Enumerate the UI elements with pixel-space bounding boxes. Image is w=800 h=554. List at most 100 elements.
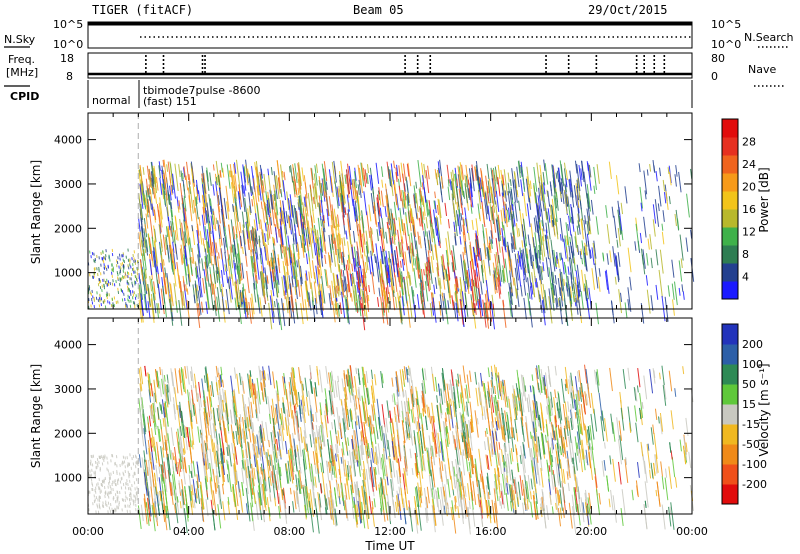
data-streak [288, 296, 293, 319]
data-streak [331, 210, 335, 229]
data-streak [216, 408, 220, 422]
data-streak [618, 420, 623, 441]
data-streak [209, 462, 213, 482]
data-streak [254, 261, 257, 273]
data-streak [276, 439, 279, 451]
data-streak [447, 505, 450, 515]
data-streak [501, 246, 506, 269]
data-streak [288, 216, 291, 231]
data-streak [276, 463, 279, 475]
data-streak [251, 431, 256, 456]
data-streak [659, 249, 664, 274]
data-streak [513, 171, 518, 195]
data-streak [377, 297, 380, 307]
data-streak [394, 415, 397, 423]
data-streak [335, 285, 338, 294]
data-streak [659, 167, 662, 177]
data-streak [417, 416, 421, 431]
data-streak [454, 233, 457, 246]
data-streak [264, 277, 268, 298]
data-streak [260, 201, 263, 209]
colorbar-swatch [722, 155, 738, 174]
data-streak [536, 365, 539, 380]
data-streak [470, 418, 473, 433]
data-streak [158, 210, 162, 233]
data-streak [147, 439, 152, 461]
data-streak [421, 182, 424, 190]
data-streak [163, 159, 168, 184]
data-streak [403, 366, 407, 380]
radar-title: TIGER (fitACF) [92, 3, 193, 17]
data-streak [398, 165, 402, 183]
data-streak [144, 294, 148, 313]
data-streak [431, 498, 437, 526]
data-streak [390, 208, 395, 235]
data-streak [300, 284, 305, 311]
data-streak [403, 467, 407, 487]
data-streak [391, 253, 394, 266]
data-streak [526, 503, 529, 511]
data-streak [671, 456, 676, 478]
data-streak [521, 240, 524, 248]
data-streak [506, 396, 509, 408]
data-streak [643, 375, 648, 400]
data-streak [604, 270, 609, 290]
data-streak [313, 281, 318, 304]
data-streak [200, 443, 205, 466]
data-streak [531, 438, 534, 448]
data-streak [201, 435, 206, 462]
data-streak [644, 190, 647, 200]
data-streak [399, 242, 403, 258]
data-streak [278, 433, 281, 441]
data-streak [359, 229, 364, 253]
data-streak [541, 412, 545, 428]
data-streak [300, 276, 303, 285]
data-streak [248, 428, 252, 443]
data-streak [300, 303, 304, 325]
data-streak [604, 442, 606, 449]
data-streak [215, 217, 218, 225]
data-streak [213, 442, 218, 468]
data-streak [495, 190, 500, 213]
data-streak [514, 253, 519, 281]
data-streak [437, 169, 439, 178]
data-streak [223, 420, 227, 444]
data-streak [252, 282, 257, 303]
data-streak [412, 216, 416, 236]
data-streak [562, 468, 566, 484]
data-streak [371, 507, 375, 527]
data-streak [493, 270, 497, 290]
data-streak [298, 367, 302, 384]
data-streak [565, 222, 570, 247]
data-streak [197, 303, 201, 317]
data-streak [670, 502, 675, 530]
data-streak [201, 214, 206, 241]
data-streak [414, 463, 418, 477]
data-streak [251, 226, 257, 254]
data-streak [556, 197, 559, 211]
data-streak [205, 476, 208, 490]
data-streak [264, 242, 269, 265]
data-streak [482, 299, 487, 328]
data-streak [182, 467, 186, 485]
data-streak [353, 500, 357, 522]
data-streak [548, 296, 553, 324]
data-streak [183, 425, 188, 450]
data-streak [386, 284, 390, 295]
data-streak [402, 389, 405, 397]
data-streak [282, 180, 287, 201]
data-streak [396, 263, 401, 287]
data-streak [350, 410, 353, 420]
data-streak [449, 179, 452, 191]
data-streak [251, 229, 255, 252]
data-streak [457, 214, 461, 235]
data-streak [219, 392, 223, 415]
data-streak [330, 492, 335, 513]
data-streak [371, 271, 375, 295]
data-streak [153, 206, 156, 223]
data-streak [494, 385, 496, 395]
data-streak [351, 263, 354, 272]
data-streak [547, 208, 551, 223]
data-streak [574, 276, 579, 301]
data-streak [578, 164, 583, 187]
